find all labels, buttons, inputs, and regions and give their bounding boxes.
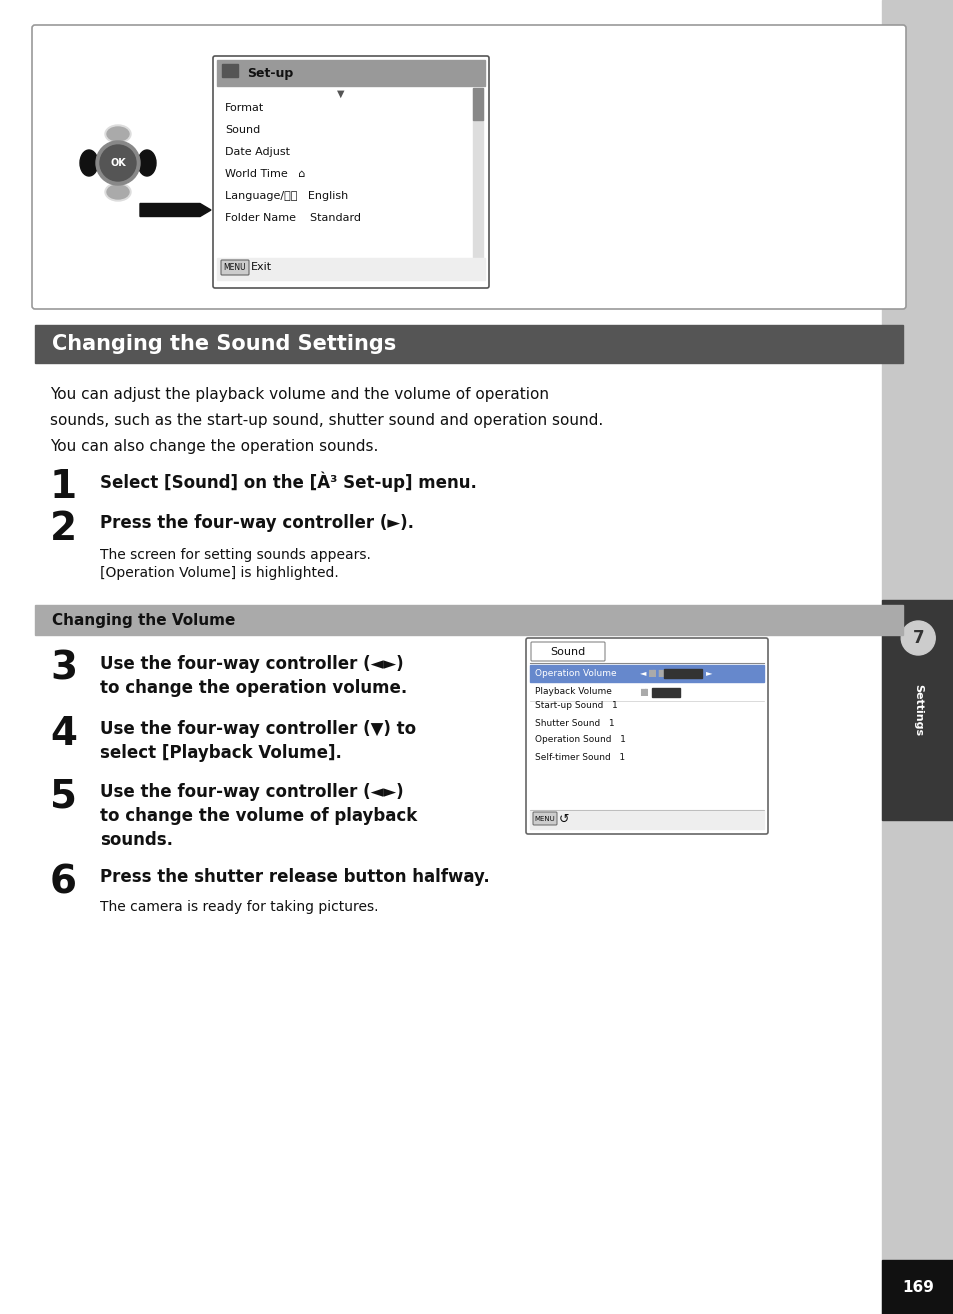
Text: You can also change the operation sounds.: You can also change the operation sounds…	[50, 439, 378, 455]
Bar	[882, 0, 953, 1314]
Ellipse shape	[138, 150, 156, 176]
Bar	[222, 64, 237, 78]
Text: select [Playback Volume].: select [Playback Volume].	[100, 744, 341, 762]
Bar	[216, 60, 484, 85]
Text: 169: 169	[902, 1280, 933, 1294]
Text: 6: 6	[50, 863, 77, 901]
FancyBboxPatch shape	[213, 57, 489, 288]
Text: Operation Sound   1: Operation Sound 1	[535, 736, 625, 745]
Circle shape	[96, 141, 140, 185]
Text: Operation Volume: Operation Volume	[535, 669, 616, 678]
Text: Use the four-way controller (◄►): Use the four-way controller (◄►)	[100, 783, 403, 802]
Bar	[663, 669, 701, 678]
Text: 4: 4	[50, 715, 77, 753]
Bar	[473, 88, 482, 268]
Text: Press the shutter release button halfway.: Press the shutter release button halfway…	[100, 869, 489, 886]
Ellipse shape	[107, 127, 129, 141]
Text: Shutter Sound   1: Shutter Sound 1	[535, 719, 614, 728]
Text: Date Adjust: Date Adjust	[225, 147, 290, 156]
Text: The screen for setting sounds appears.: The screen for setting sounds appears.	[100, 548, 371, 562]
Text: Exit: Exit	[251, 261, 272, 272]
Text: ↺: ↺	[558, 812, 569, 825]
Text: Folder Name    Standard: Folder Name Standard	[225, 213, 360, 223]
Text: ▼: ▼	[337, 89, 344, 99]
Circle shape	[901, 622, 934, 654]
FancyBboxPatch shape	[531, 643, 604, 661]
Text: to change the operation volume.: to change the operation volume.	[100, 679, 407, 696]
Text: Start-up Sound   1: Start-up Sound 1	[535, 702, 618, 711]
Text: 1: 1	[50, 468, 77, 506]
Text: Format: Format	[225, 102, 264, 113]
Bar	[35, 604, 902, 635]
Text: Use the four-way controller (◄►): Use the four-way controller (◄►)	[100, 654, 403, 673]
Text: Self-timer Sound   1: Self-timer Sound 1	[535, 753, 624, 762]
Text: █▌█: █▌█	[647, 669, 663, 677]
Bar	[216, 258, 484, 280]
Text: MENU: MENU	[223, 263, 246, 272]
Bar	[530, 665, 763, 682]
Circle shape	[100, 145, 136, 181]
Bar	[651, 689, 679, 696]
Text: █▌: █▌	[639, 689, 650, 695]
Text: sounds.: sounds.	[100, 830, 172, 849]
Text: Press the four-way controller (►).: Press the four-way controller (►).	[100, 514, 414, 532]
Text: OK: OK	[110, 158, 126, 168]
Text: [Operation Volume] is highlighted.: [Operation Volume] is highlighted.	[100, 566, 338, 579]
Text: World Time   ⌂: World Time ⌂	[225, 170, 305, 179]
Text: Use the four-way controller (▼) to: Use the four-way controller (▼) to	[100, 720, 416, 738]
Bar	[473, 88, 482, 120]
Ellipse shape	[107, 185, 129, 198]
Text: sounds, such as the start-up sound, shutter sound and operation sound.: sounds, such as the start-up sound, shut…	[50, 413, 602, 428]
Text: Select [Sound] on the [À³ Set-up] menu.: Select [Sound] on the [À³ Set-up] menu.	[100, 472, 476, 493]
Ellipse shape	[105, 125, 131, 143]
FancyBboxPatch shape	[32, 25, 905, 309]
Ellipse shape	[80, 150, 98, 176]
Text: Changing the Volume: Changing the Volume	[52, 612, 235, 628]
Text: Settings: Settings	[912, 685, 923, 736]
Text: The camera is ready for taking pictures.: The camera is ready for taking pictures.	[100, 900, 378, 915]
Ellipse shape	[105, 183, 131, 201]
Text: 7: 7	[911, 629, 923, 646]
Text: Changing the Sound Settings: Changing the Sound Settings	[52, 334, 395, 353]
Text: You can adjust the playback volume and the volume of operation: You can adjust the playback volume and t…	[50, 388, 548, 402]
Text: Language/言語   English: Language/言語 English	[225, 191, 348, 201]
Bar	[882, 1260, 953, 1314]
Text: ►: ►	[705, 669, 712, 678]
Text: MENU: MENU	[534, 816, 555, 823]
Text: Set-up: Set-up	[247, 67, 293, 80]
FancyBboxPatch shape	[533, 812, 557, 825]
Text: 2: 2	[50, 510, 77, 548]
FancyArrow shape	[140, 204, 211, 217]
Text: Sound: Sound	[550, 646, 585, 657]
Text: Sound: Sound	[225, 125, 260, 135]
Bar	[35, 325, 902, 363]
Text: Playback Volume: Playback Volume	[535, 687, 611, 696]
Text: 3: 3	[50, 650, 77, 689]
Text: to change the volume of playback: to change the volume of playback	[100, 807, 416, 825]
FancyBboxPatch shape	[221, 260, 249, 275]
Bar	[530, 809, 763, 829]
FancyBboxPatch shape	[525, 639, 767, 834]
Text: 5: 5	[50, 778, 77, 816]
Bar	[882, 600, 953, 820]
Text: ◄: ◄	[639, 669, 646, 678]
